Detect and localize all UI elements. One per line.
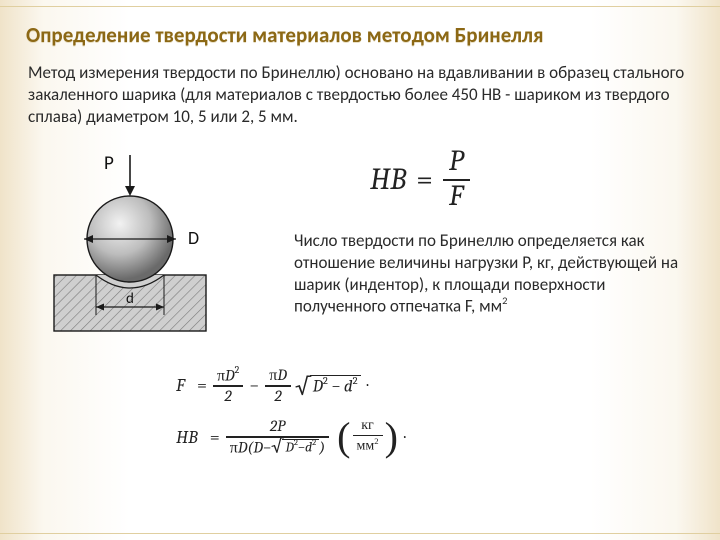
description-text: Метод измерения твердости по Бринеллю) о… [28, 62, 690, 127]
var-D: D [225, 367, 235, 385]
unit-paren: ( кг мм2 ) [337, 419, 398, 454]
sup2: 2 [312, 438, 316, 448]
content-row: P D d HB = [26, 141, 694, 347]
sup2: 2 [294, 438, 298, 448]
right-column: HB = P F Число твердости по Бринеллю опр… [266, 141, 694, 318]
formulas-bottom: F = πD2 2 − πD 2 √ D2 − d2 · HB = [176, 367, 694, 456]
label-P: P [104, 152, 114, 175]
sup2: 2 [323, 375, 328, 387]
var-D: D [277, 366, 287, 384]
sup2: 2 [353, 375, 358, 387]
formula-HB2-fraction: 2P πD(D−√D2−d2) [226, 418, 329, 455]
formula-HB2: HB = 2P πD(D−√D2−d2) ( кг мм2 ) · [176, 418, 694, 455]
pi: π [230, 438, 238, 456]
diagram-svg: P D d [36, 147, 246, 347]
var-D: D [253, 438, 263, 456]
minus-sign: − [249, 375, 259, 396]
formula-HB2-lhs: HB [176, 427, 198, 448]
formula-main-lhs: HB [370, 162, 406, 197]
brinell-diagram: P D d [36, 147, 246, 347]
formula-main-den: F [443, 181, 469, 212]
formula-main-num: P [443, 147, 470, 178]
pi: π [217, 367, 225, 385]
explanation-sup: 2 [502, 294, 507, 307]
formula-F-term1: πD2 2 [213, 367, 243, 404]
label-D: D [188, 227, 199, 249]
explanation-text: Число твердости по Бринеллю определяется… [294, 230, 694, 318]
formula-main: HB = P F [370, 147, 694, 212]
var-D: D [238, 438, 248, 456]
formula-F-sqrt: √ D2 − d2 [295, 375, 361, 397]
formula-main-fraction: P F [443, 147, 470, 212]
sup2: 2 [235, 365, 240, 376]
equals-sign: = [210, 427, 220, 448]
var-d: d [344, 378, 353, 397]
num-2P: 2P [266, 418, 289, 436]
period: · [404, 428, 406, 447]
sup2: 2 [374, 436, 378, 446]
formula-F-term2: πD 2 [265, 367, 291, 404]
period: · [367, 376, 369, 395]
den-2: 2 [270, 387, 285, 405]
formula-F: F = πD2 2 − πD 2 √ D2 − d2 · [176, 367, 694, 404]
var-D: D [285, 438, 293, 455]
formula-F-lhs: F [176, 375, 185, 396]
label-d: d [126, 290, 134, 308]
den-2: 2 [220, 387, 235, 405]
diagram-column: P D d [26, 141, 266, 347]
slide: Определение твердости материалов методом… [0, 0, 720, 540]
explanation-body: Число твердости по Бринеллю определяется… [294, 230, 678, 317]
unit-kg: кг [357, 419, 378, 435]
slide-title: Определение твердости материалов методом… [26, 22, 694, 48]
equals-sign: = [416, 162, 433, 197]
equals-sign: = [197, 375, 207, 396]
var-D: D [313, 378, 323, 397]
unit-mm: мм [357, 439, 375, 454]
